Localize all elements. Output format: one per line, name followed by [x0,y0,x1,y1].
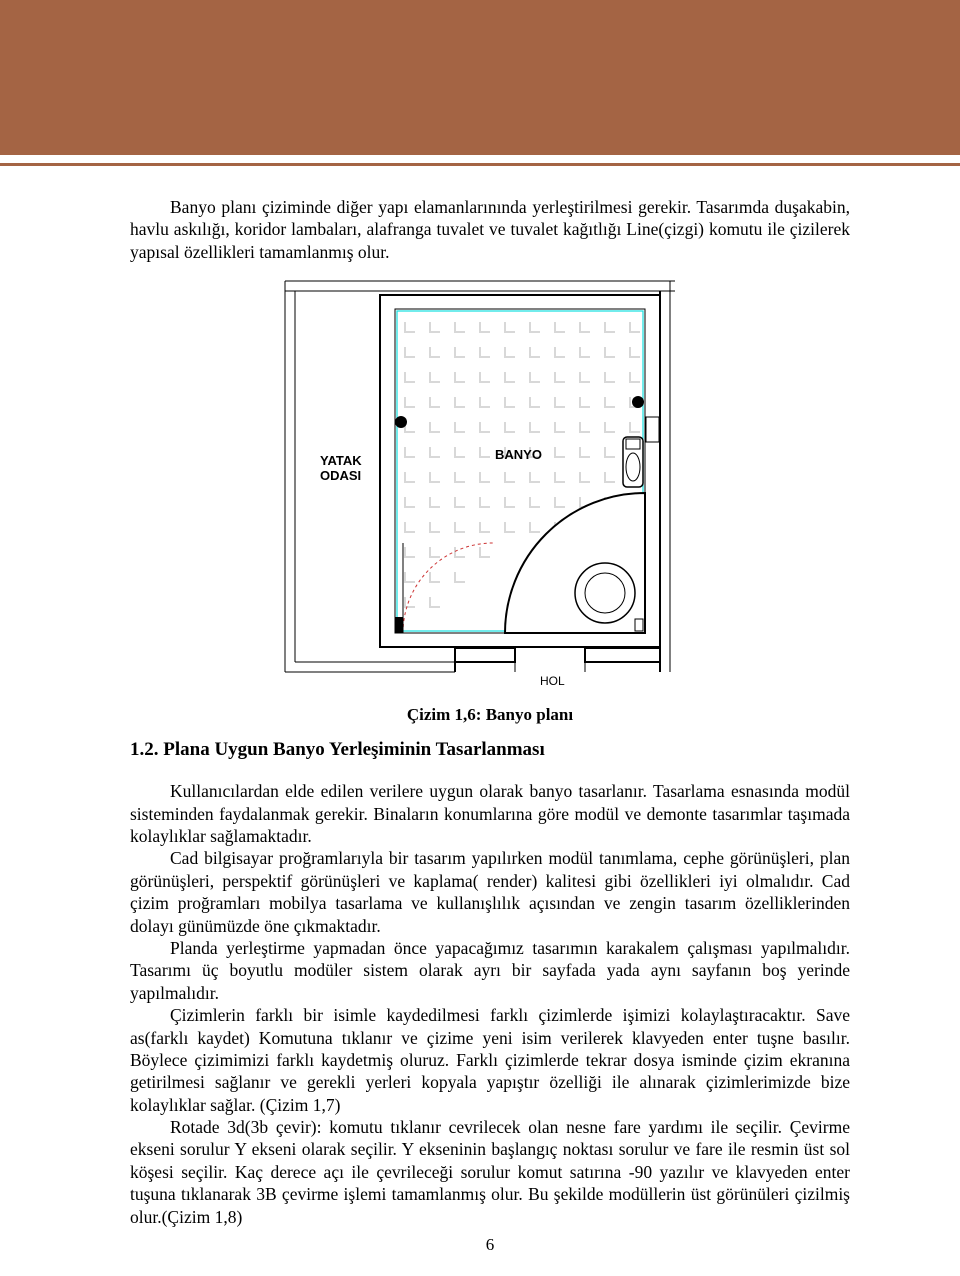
body-para-1: Kullanıcılardan elde edilen verilere uyg… [130,780,850,847]
floorplan-figure: YATAK ODASI BANYO HOL Çizim 1,6: Banyo p… [130,277,850,726]
label-left-room-1: YATAK [320,453,362,468]
page-number: 6 [130,1234,850,1256]
label-bottom: HOL [540,674,565,688]
label-center-room: BANYO [495,447,542,462]
header-band [0,0,960,155]
body-text: Kullanıcılardan elde edilen verilere uyg… [130,780,850,1228]
page-content: Banyo planı çiziminde diğer yapı elamanl… [0,166,960,1276]
body-para-5: Rotade 3d(3b çevir): komutu tıklanır cev… [130,1116,850,1228]
section-heading: 1.2. Plana Uygun Banyo Yerleşiminin Tasa… [130,738,850,762]
body-para-2: Cad bilgisayar proğramlarıyla bir tasarı… [130,847,850,937]
floorplan-svg: YATAK ODASI BANYO HOL [245,277,735,702]
body-para-3: Planda yerleştirme yapmadan önce yapacağ… [130,937,850,1004]
body-para-4: Çizimlerin farklı bir isimle kaydedilmes… [130,1004,850,1116]
intro-paragraph: Banyo planı çiziminde diğer yapı elamanl… [130,196,850,263]
figure-caption: Çizim 1,6: Banyo planı [130,704,850,726]
label-left-room-2: ODASI [320,468,361,483]
